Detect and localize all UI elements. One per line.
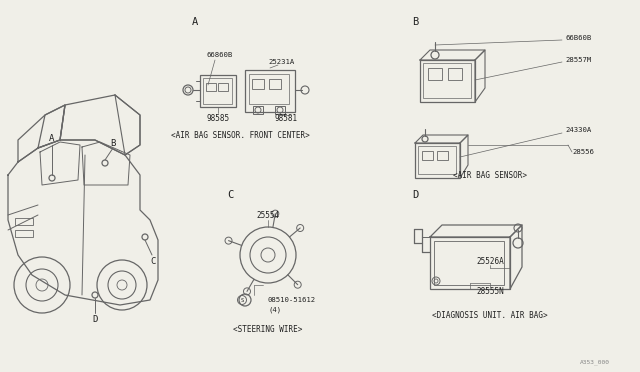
Text: 98585: 98585 (207, 113, 230, 122)
Text: 24330A: 24330A (565, 127, 591, 133)
Bar (200, 75, 236, 107)
Text: S: S (241, 298, 244, 302)
Text: 25526A: 25526A (476, 257, 504, 266)
Text: 66860B: 66860B (207, 52, 233, 58)
Text: 28557M: 28557M (565, 57, 591, 63)
Text: 28555N: 28555N (476, 288, 504, 296)
Text: D: D (92, 314, 98, 324)
Text: (4): (4) (268, 307, 281, 313)
Text: 25231A: 25231A (269, 59, 295, 65)
Text: 08510-51612: 08510-51612 (268, 297, 316, 303)
Text: 98581: 98581 (275, 113, 298, 122)
Bar (420, 60, 475, 102)
Bar (448, 68, 462, 80)
Text: A353_000: A353_000 (580, 359, 610, 365)
Text: A: A (192, 17, 198, 27)
Text: <AIR BAG SENSOR>: <AIR BAG SENSOR> (453, 170, 527, 180)
Bar (418, 146, 456, 174)
Bar (428, 68, 442, 80)
Text: <DIAGNOSIS UNIT. AIR BAG>: <DIAGNOSIS UNIT. AIR BAG> (432, 311, 548, 320)
Bar (415, 143, 460, 178)
Bar (269, 79, 281, 89)
Bar (275, 106, 285, 114)
Bar (253, 106, 263, 114)
Bar (203, 78, 232, 104)
Text: C: C (150, 257, 156, 266)
Text: D: D (412, 190, 418, 200)
Text: C: C (227, 190, 233, 200)
Bar (245, 70, 295, 112)
Text: 66B60B: 66B60B (565, 35, 591, 41)
Bar (252, 79, 264, 89)
Bar (423, 63, 471, 98)
Bar (249, 74, 289, 104)
Text: B: B (110, 138, 116, 148)
Text: 28556: 28556 (572, 149, 594, 155)
Bar (15, 230, 33, 237)
Bar (15, 218, 33, 225)
Text: A: A (49, 134, 54, 142)
Text: <STEERING WIRE>: <STEERING WIRE> (234, 326, 303, 334)
Bar (422, 151, 433, 160)
Bar (430, 237, 510, 289)
Bar (437, 151, 448, 160)
Text: 25554: 25554 (257, 211, 280, 219)
Bar (206, 83, 216, 91)
Text: B: B (412, 17, 418, 27)
Bar (218, 83, 228, 91)
Bar (434, 241, 504, 285)
Text: <AIR BAG SENSOR. FRONT CENTER>: <AIR BAG SENSOR. FRONT CENTER> (171, 131, 309, 140)
